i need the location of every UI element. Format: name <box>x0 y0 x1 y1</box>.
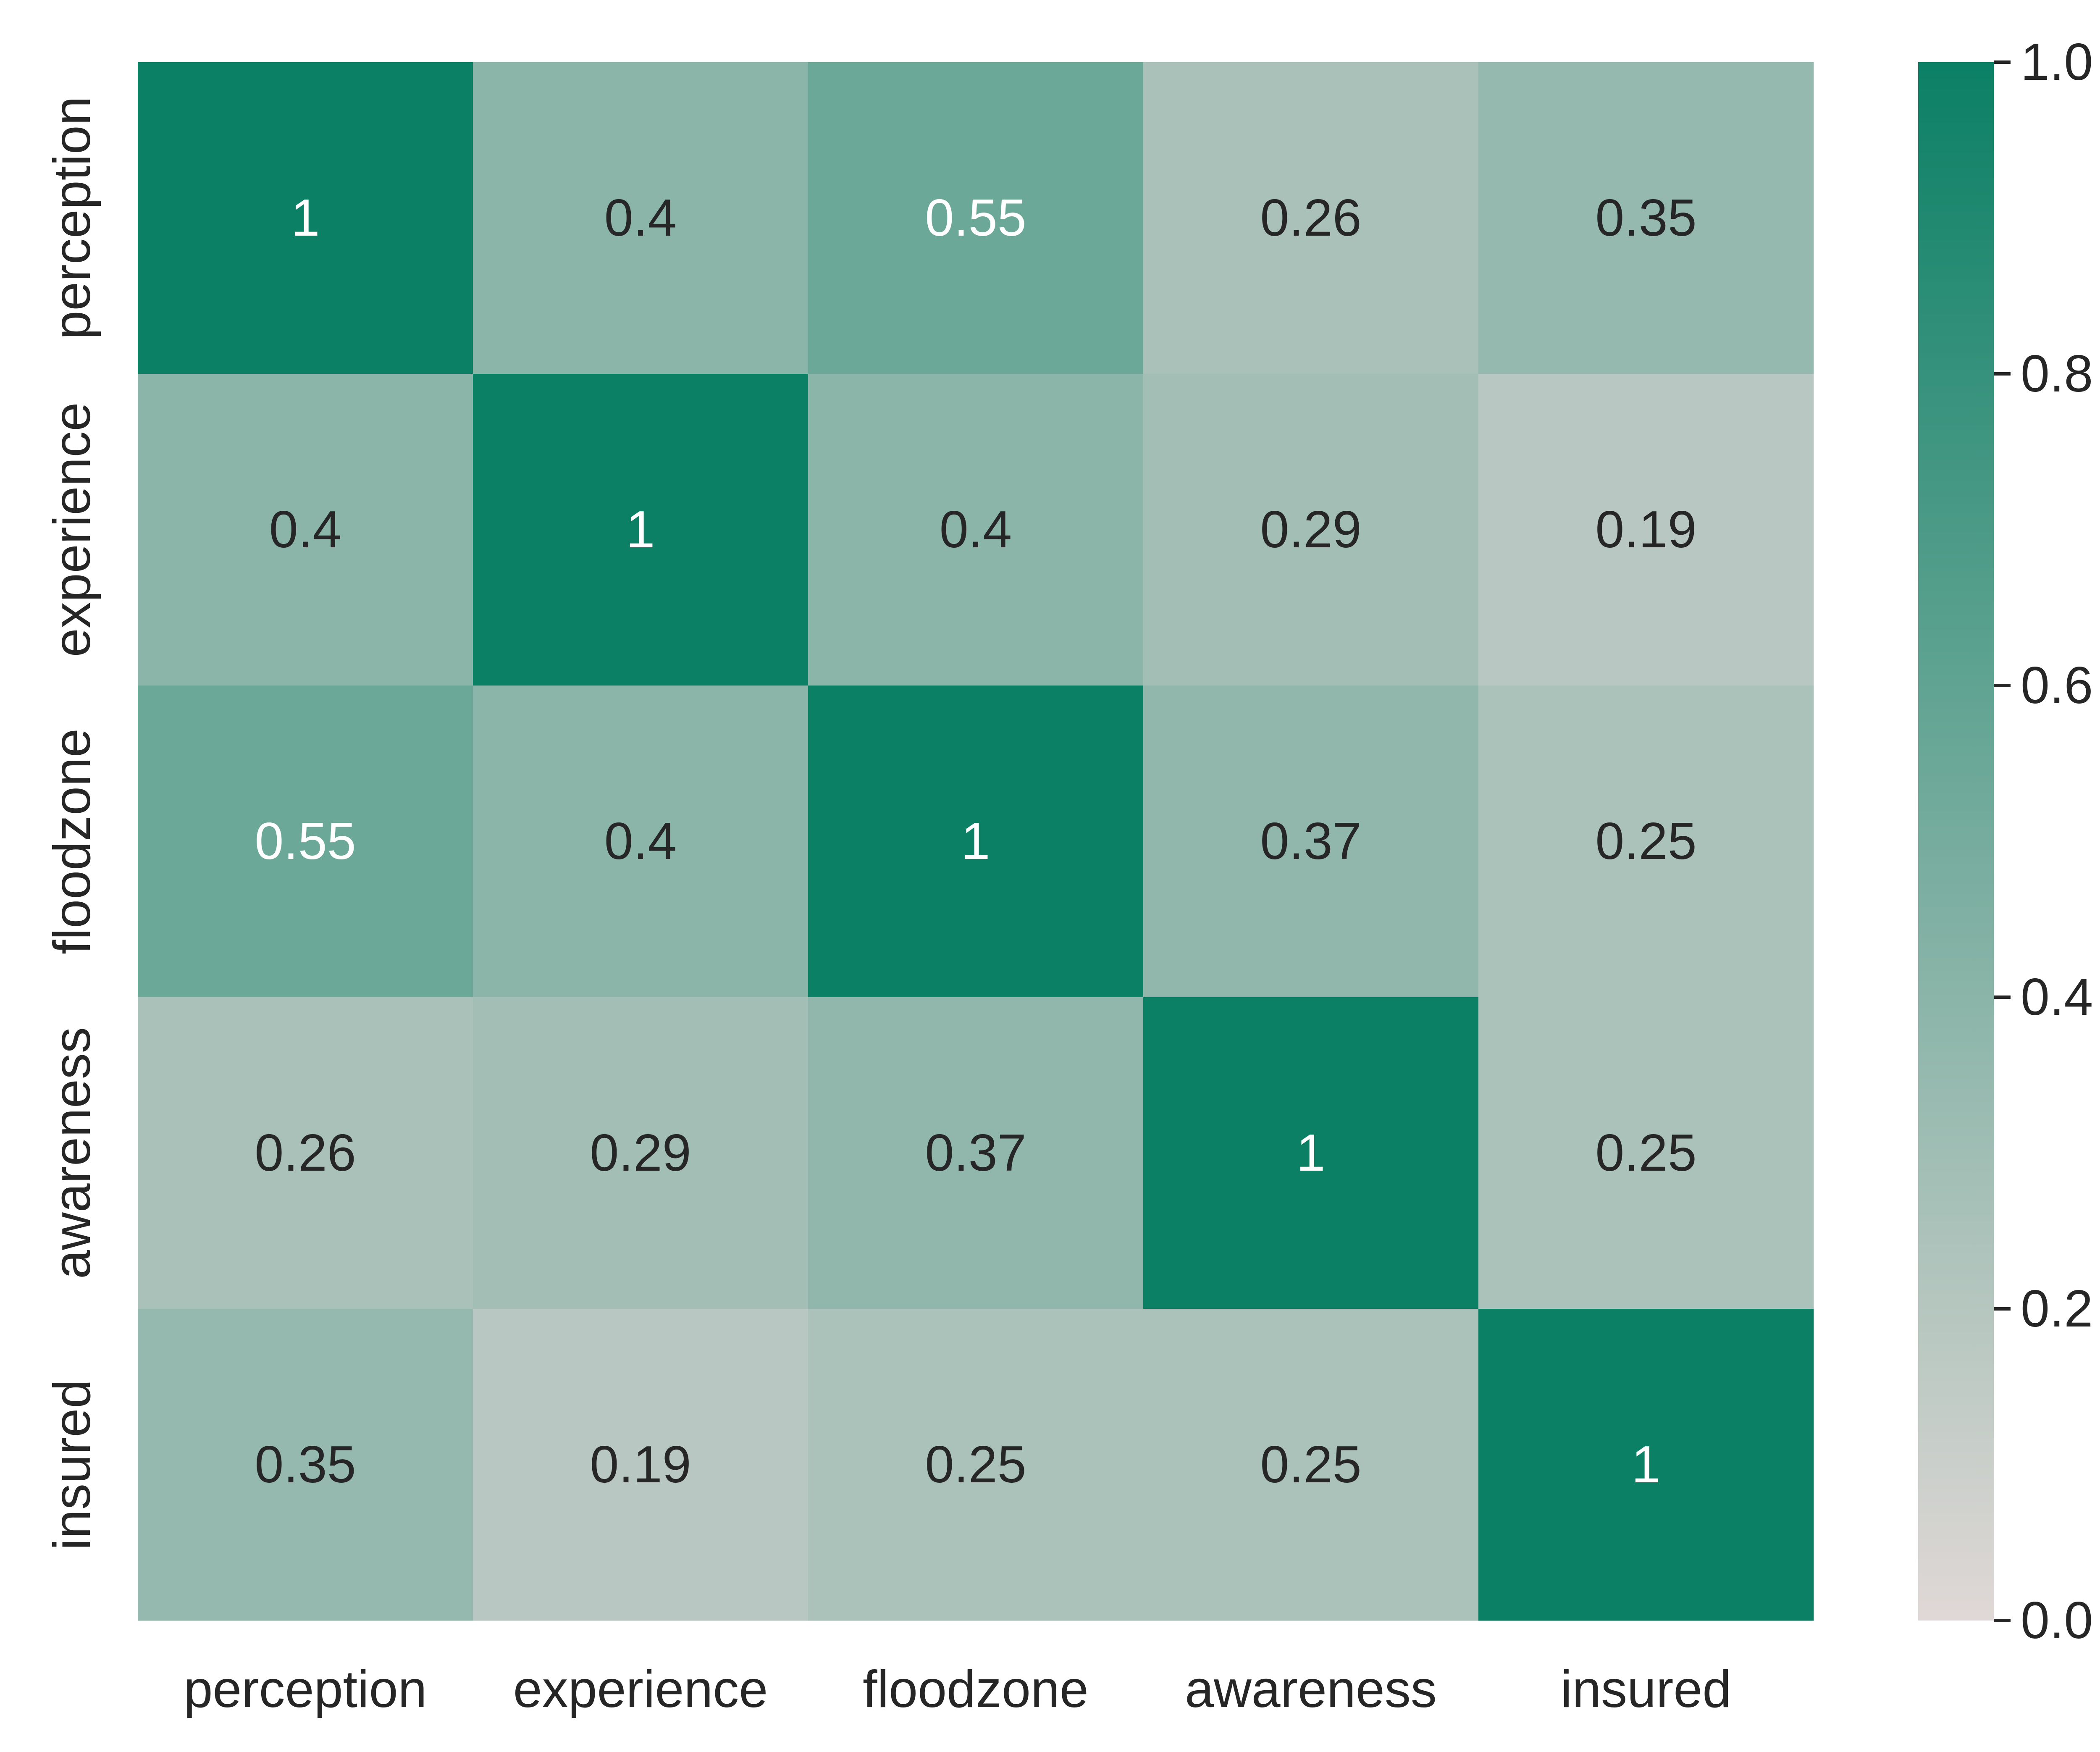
heatmap-cell <box>1478 997 1814 1309</box>
heatmap-cell <box>473 1309 808 1621</box>
cell-annotations: 1 0.4 0.55 0.26 0.35 0.4 1 0.4 0.29 0.19 0.55 0.4 1 0… <box>255 189 1696 1494</box>
x-tick-label: perception <box>184 1660 427 1718</box>
y-tick-label: perception <box>43 96 101 339</box>
cell-annotation: 0.25 <box>1595 1124 1696 1182</box>
cell-annotation: 1 <box>961 812 990 870</box>
cell-annotation: 0.4 <box>604 812 677 870</box>
cell-annotation: 0.4 <box>269 501 341 559</box>
cell-annotation: 0.55 <box>255 812 356 870</box>
cell-annotation: 0.4 <box>604 189 677 247</box>
cell-annotation: 1 <box>1297 1124 1326 1182</box>
colorbar-tick-label: 0.6 <box>2021 657 2093 714</box>
heatmap-cell <box>473 997 808 1309</box>
cell-annotation: 0.29 <box>590 1124 691 1182</box>
colorbar-tick-label: 1.0 <box>2021 33 2093 91</box>
x-tick-label: experience <box>513 1660 768 1718</box>
cell-annotation: 0.37 <box>925 1124 1026 1182</box>
cell-annotation: 0.55 <box>925 189 1026 247</box>
heatmap-cell <box>808 62 1144 374</box>
x-tick-label: insured <box>1561 1660 1732 1718</box>
cell-annotation: 0.35 <box>1595 189 1696 247</box>
heatmap-cell <box>808 686 1144 998</box>
colorbar-tick-label: 0.2 <box>2021 1280 2093 1338</box>
heatmap-cell <box>138 1309 473 1621</box>
cell-annotation: 0.35 <box>255 1436 356 1494</box>
heatmap-cells <box>138 62 1814 1621</box>
heatmap-cell <box>1143 1309 1479 1621</box>
cell-annotation: 1 <box>626 501 655 559</box>
heatmap-cell <box>1478 62 1814 374</box>
cell-annotation: 0.26 <box>1260 189 1361 247</box>
y-tick-label: awareness <box>43 1027 101 1279</box>
heatmap-cell <box>138 374 473 686</box>
heatmap-cell <box>808 1309 1144 1621</box>
heatmap-cell <box>473 62 808 374</box>
cell-annotation: 1 <box>291 189 320 247</box>
x-tick-label: floodzone <box>863 1660 1089 1718</box>
cell-annotation: 0.37 <box>1260 812 1361 870</box>
heatmap-cell <box>473 686 808 998</box>
heatmap-cell <box>1478 1309 1814 1621</box>
y-axis-tick-labels: perception experience floodzone awareness in… <box>43 96 101 1550</box>
cell-annotation: 0.19 <box>590 1436 691 1494</box>
heatmap-cell <box>138 997 473 1309</box>
colorbar-gradient <box>1918 62 1994 1621</box>
cell-annotation: 0.29 <box>1260 501 1361 559</box>
heatmap-cell <box>1478 686 1814 998</box>
colorbar-tick-label: 0.0 <box>2021 1592 2093 1650</box>
cell-annotation: 0.25 <box>1595 812 1696 870</box>
heatmap-cell <box>1143 997 1479 1309</box>
cell-annotation: 0.26 <box>255 1124 356 1182</box>
cell-annotation: 0.25 <box>925 1436 1026 1494</box>
y-tick-label: experience <box>43 402 101 657</box>
x-tick-label: awareness <box>1185 1660 1437 1718</box>
cell-annotation: 0.4 <box>940 501 1012 559</box>
heatmap-cell <box>1143 62 1479 374</box>
heatmap-cell <box>1143 374 1479 686</box>
heatmap-cell <box>1478 374 1814 686</box>
colorbar-tick-label: 0.4 <box>2021 968 2093 1026</box>
heatmap-cell <box>138 686 473 998</box>
heatmap-cell <box>473 374 808 686</box>
heatmap-cell <box>808 374 1144 686</box>
cell-annotation: 0.19 <box>1595 501 1696 559</box>
colorbar: 0.0 0.2 0.4 0.6 0.8 1.0 <box>1918 33 2093 1650</box>
heatmap-cell <box>1143 686 1479 998</box>
heatmap-cell <box>808 997 1144 1309</box>
colorbar-tick-label: 0.8 <box>2021 345 2093 403</box>
y-tick-label: insured <box>43 1379 101 1550</box>
cell-annotation: 0.25 <box>1260 1436 1361 1494</box>
y-tick-label: floodzone <box>43 728 101 954</box>
heatmap-cell <box>138 62 473 374</box>
cell-annotation: 1 <box>1632 1436 1661 1494</box>
x-axis-tick-labels: perception experience floodzone awareness in… <box>184 1660 1731 1718</box>
